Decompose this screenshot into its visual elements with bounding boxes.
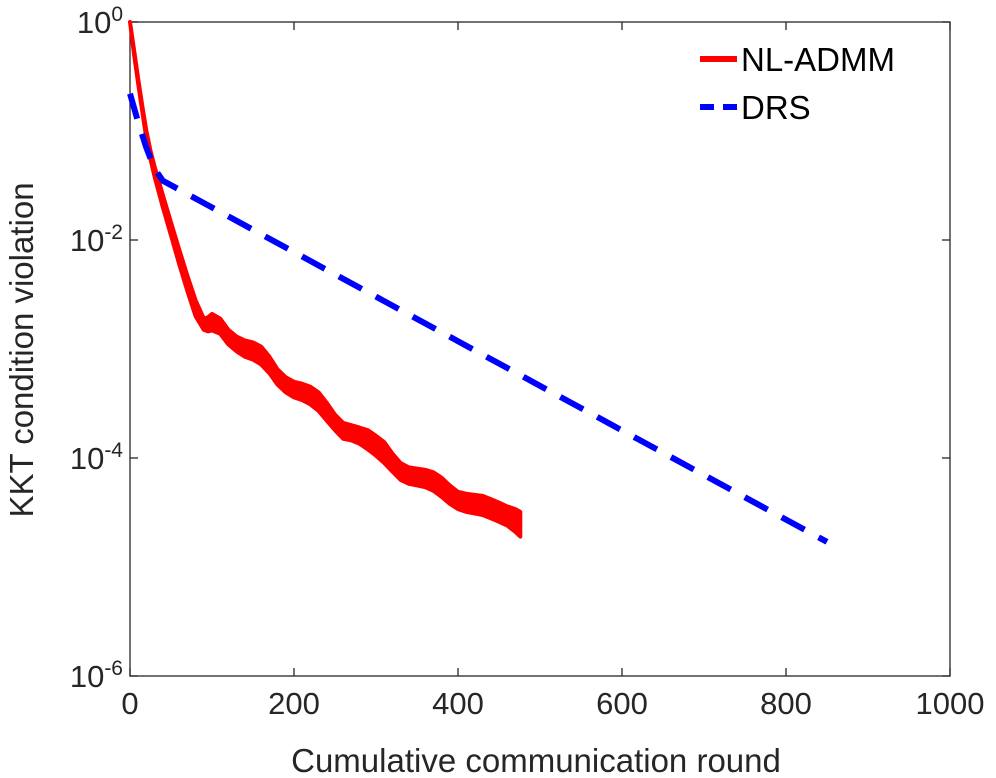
- x-axis-label: Cumulative communication round: [291, 742, 781, 778]
- x-tick-labels: 0 200 400 600 800 1000: [121, 686, 984, 721]
- series-layer: [127, 20, 829, 545]
- y-tick-label: 10-6: [70, 657, 123, 694]
- plot-area: [129, 21, 951, 677]
- x-tick-label: 600: [596, 686, 648, 721]
- legend-label-nl-admm: NL-ADMM: [741, 41, 895, 78]
- y-tick-label: 100: [77, 3, 123, 40]
- x-tick-label: 400: [432, 686, 484, 721]
- x-tick-label: 0: [121, 686, 138, 721]
- legend-label-drs: DRS: [741, 89, 811, 126]
- y-tick-label: 10-2: [70, 221, 123, 258]
- legend: NL-ADMM DRS: [700, 41, 895, 126]
- y-tick-labels: 100 10-2 10-4 10-6: [70, 3, 123, 694]
- x-tick-label: 1000: [916, 686, 985, 721]
- x-tick-label: 200: [268, 686, 320, 721]
- y-tick-label: 10-4: [70, 439, 123, 476]
- axis-ticks: [129, 21, 951, 677]
- x-tick-label: 800: [760, 686, 812, 721]
- series-drs-line: [127, 92, 829, 545]
- y-axis-label: KKT condition violation: [3, 182, 40, 517]
- series-nl-admm-band: [128, 20, 523, 539]
